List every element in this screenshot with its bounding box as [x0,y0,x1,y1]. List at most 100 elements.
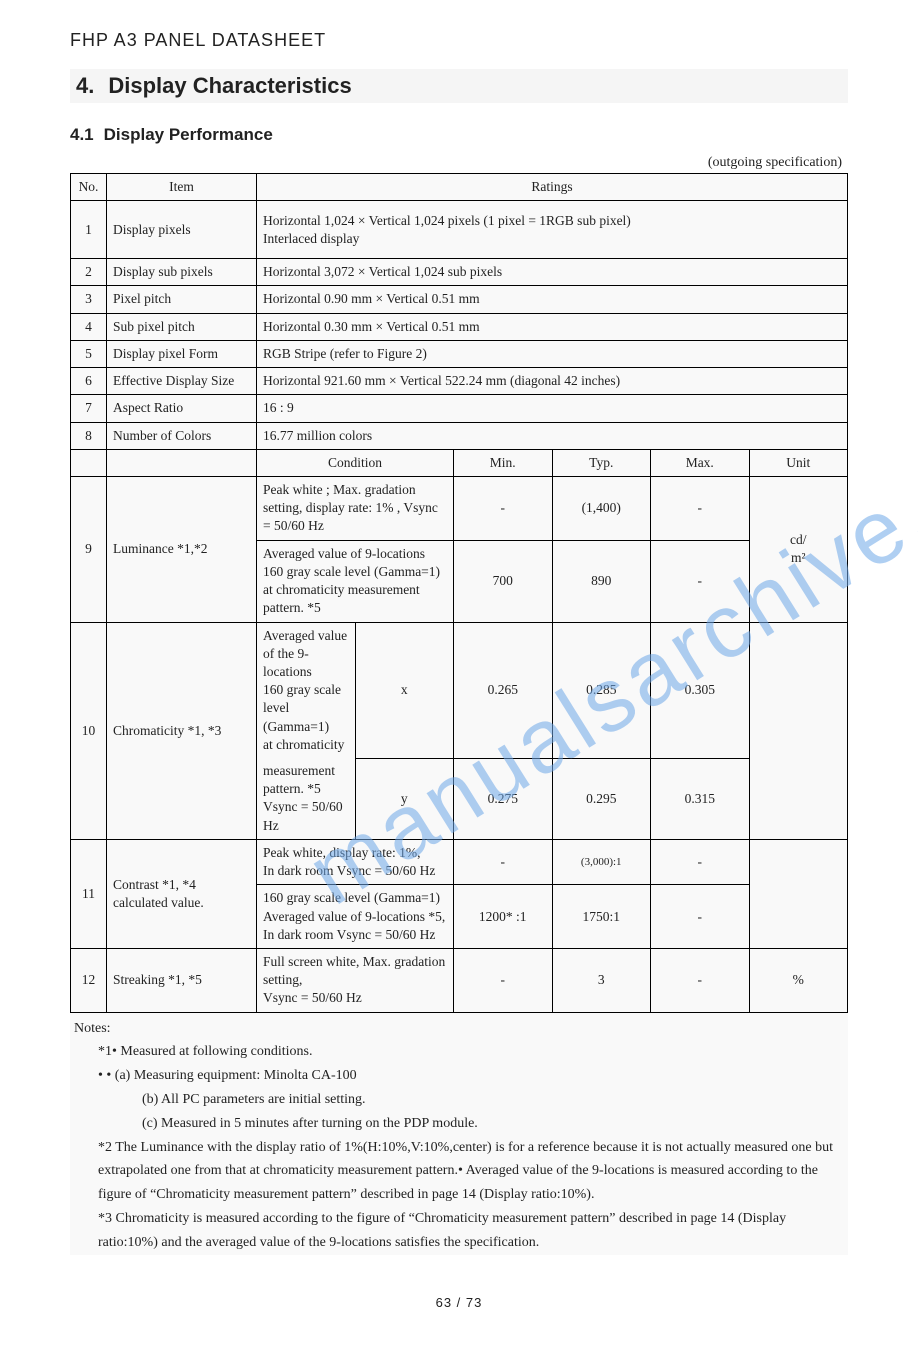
table-row: 7 Aspect Ratio 16 : 9 [71,395,848,422]
cell-condition: measurement pattern. *5 Vsync = 50/60 Hz [257,758,356,839]
cell-unit: % [749,949,848,1013]
cell-min: - [454,839,553,884]
cell-item: Display pixels [107,201,257,259]
spec-table-wrap: manualsarchive.com No. Item Ratings 1 Di… [70,173,848,1255]
cell-no: 9 [71,476,107,622]
cell-unit: cd/ m² [749,476,848,622]
note-line: (c) Measured in 5 minutes after turning … [142,1112,848,1136]
cell-item: Effective Display Size [107,368,257,395]
table-row: 3 Pixel pitch Horizontal 0.90 mm × Verti… [71,286,848,313]
cell-typ: 0.285 [552,622,651,758]
cell-min: 0.265 [454,622,553,758]
table-row: 4 Sub pixel pitch Horizontal 0.30 mm × V… [71,313,848,340]
cell-no: 12 [71,949,107,1013]
cell-min: 1200* :1 [454,885,553,949]
cell-condition: Averaged value of 9-locations 160 gray s… [257,540,454,622]
cell-min: - [454,949,553,1013]
cell-typ: (1,400) [552,476,651,540]
cell-typ: (3,000):1 [552,839,651,884]
cell-max: - [651,885,750,949]
table-row: 12 Streaking *1, *5 Full screen white, M… [71,949,848,1013]
note-line: *3 Chromaticity is measured according to… [98,1207,848,1255]
cell-condition: Averaged value of the 9-locations 160 gr… [257,622,356,758]
col-min-header: Min. [454,449,553,476]
notes-label: Notes: [74,1017,848,1041]
cell-no: 4 [71,313,107,340]
cell-max: - [651,839,750,884]
col-ratings-header: Ratings [257,174,848,201]
notes-block: Notes: *1• Measured at following conditi… [70,1017,848,1255]
cell-item: Pixel pitch [107,286,257,313]
cell-condition: Full screen white, Max. gradation settin… [257,949,454,1013]
cell-item: Number of Colors [107,422,257,449]
section-number: 4. [76,73,94,98]
cell-item: Chromaticity *1, *3 [107,622,257,839]
cell-typ: 0.295 [552,758,651,839]
subsection-heading: 4.1Display Performance [70,125,848,145]
table-header-row: No. Item Ratings [71,174,848,201]
cell-min: 0.275 [454,758,553,839]
cell-item: Sub pixel pitch [107,313,257,340]
cell-max: 0.305 [651,622,750,758]
col-unit-header: Unit [749,449,848,476]
col-typ-header: Typ. [552,449,651,476]
cell-rating: 16 : 9 [257,395,848,422]
cell-no: 3 [71,286,107,313]
col-item-header: Item [107,174,257,201]
cell-rating: Horizontal 3,072 × Vertical 1,024 sub pi… [257,259,848,286]
table-subheader-row: Condition Min. Typ. Max. Unit [71,449,848,476]
table-row: 9 Luminance *1,*2 Peak white ; Max. grad… [71,476,848,540]
cell-no: 7 [71,395,107,422]
cell-item: Display sub pixels [107,259,257,286]
col-condition-header: Condition [257,449,454,476]
table-row: 11 Contrast *1, *4 calculated value. Pea… [71,839,848,884]
spec-table: No. Item Ratings 1 Display pixels Horizo… [70,173,848,1013]
section-heading: 4. Display Characteristics [70,69,848,103]
cell-max: - [651,540,750,622]
cell-rating: 16.77 million colors [257,422,848,449]
page-number: 63 / 73 [70,1295,848,1310]
cell-min: - [454,476,553,540]
cell-max: 0.315 [651,758,750,839]
cell-rating: RGB Stripe (refer to Figure 2) [257,340,848,367]
cell-no: 6 [71,368,107,395]
col-no-header: No. [71,174,107,201]
cell-typ: 3 [552,949,651,1013]
cell-no: 8 [71,422,107,449]
cell-no: 1 [71,201,107,259]
table-row: 6 Effective Display Size Horizontal 921.… [71,368,848,395]
outgoing-spec-note: (outgoing specification) [70,155,848,171]
cell-no: 5 [71,340,107,367]
section-title: Display Characteristics [108,73,351,98]
cell-rating: Horizontal 0.30 mm × Vertical 0.51 mm [257,313,848,340]
cell-unit [749,839,848,948]
cell-typ: 1750:1 [552,885,651,949]
cell-no: 10 [71,622,107,839]
cell-item: Contrast *1, *4 calculated value. [107,839,257,948]
cell-condition: 160 gray scale level (Gamma=1) Averaged … [257,885,454,949]
note-line: • • (a) Measuring equipment: Minolta CA-… [98,1064,848,1088]
table-row: 2 Display sub pixels Horizontal 3,072 × … [71,259,848,286]
doc-title: FHP A3 PANEL DATASHEET [70,30,848,51]
note-line: *1• Measured at following conditions. [98,1040,848,1064]
cell-item: Streaking *1, *5 [107,949,257,1013]
cell-rating: Horizontal 0.90 mm × Vertical 0.51 mm [257,286,848,313]
table-row: 8 Number of Colors 16.77 million colors [71,422,848,449]
cell-xy: x [355,622,454,758]
cell-typ: 890 [552,540,651,622]
table-row: 1 Display pixels Horizontal 1,024 × Vert… [71,201,848,259]
cell-item: Luminance *1,*2 [107,476,257,622]
cell-min: 700 [454,540,553,622]
cell-item: Aspect Ratio [107,395,257,422]
cell-condition: Peak white ; Max. gradation setting, dis… [257,476,454,540]
cell-rating: Horizontal 921.60 mm × Vertical 522.24 m… [257,368,848,395]
cell-max: - [651,949,750,1013]
subsection-number: 4.1 [70,125,94,144]
cell-max: - [651,476,750,540]
cell-item: Display pixel Form [107,340,257,367]
table-row: 10 Chromaticity *1, *3 Averaged value of… [71,622,848,758]
col-max-header: Max. [651,449,750,476]
cell-xy: y [355,758,454,839]
note-line: (b) All PC parameters are initial settin… [142,1088,848,1112]
table-row: 5 Display pixel Form RGB Stripe (refer t… [71,340,848,367]
